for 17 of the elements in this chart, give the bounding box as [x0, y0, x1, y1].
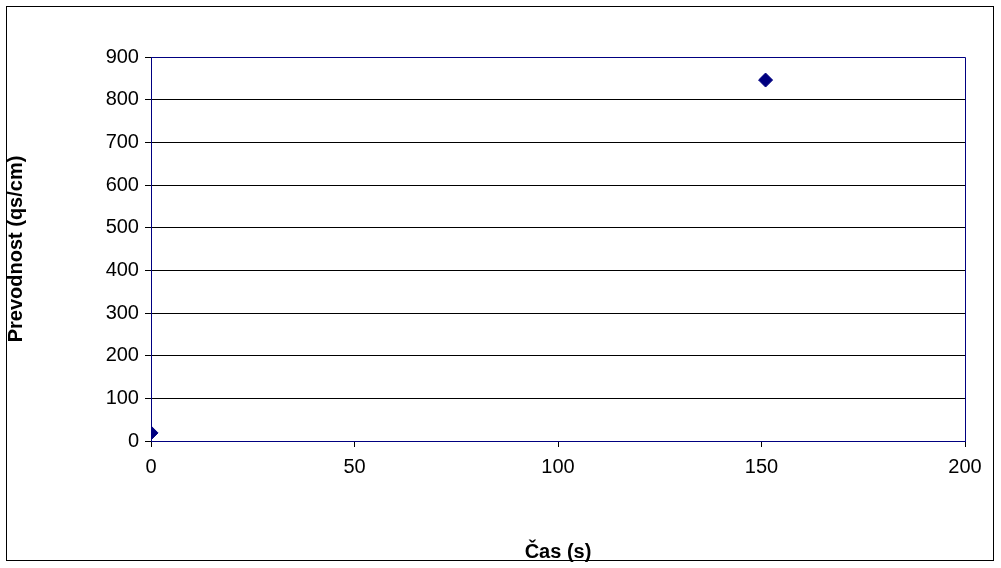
x-axis-title: Čas (s) [524, 538, 592, 562]
x-tick-label: 50 [343, 454, 366, 477]
y-tick-label: 100 [105, 385, 139, 408]
y-tick-label: 200 [105, 343, 139, 366]
y-tick-label: 0 [127, 428, 139, 451]
y-tick-label: 300 [105, 300, 139, 323]
x-tick-label: 150 [744, 454, 779, 477]
y-tick-label: 800 [105, 87, 139, 110]
y-tick-label: 700 [105, 129, 139, 152]
x-tick-label: 100 [541, 454, 575, 477]
y-tick-label: 900 [105, 44, 139, 67]
x-tick-label: 200 [948, 454, 982, 477]
y-tick-label: 400 [105, 257, 139, 280]
y-axis-title: Prevodnost (qs/cm) [3, 155, 26, 343]
x-tick-label: 0 [145, 454, 157, 477]
y-tick-label: 600 [105, 172, 139, 195]
y-tick-label: 500 [105, 215, 139, 238]
